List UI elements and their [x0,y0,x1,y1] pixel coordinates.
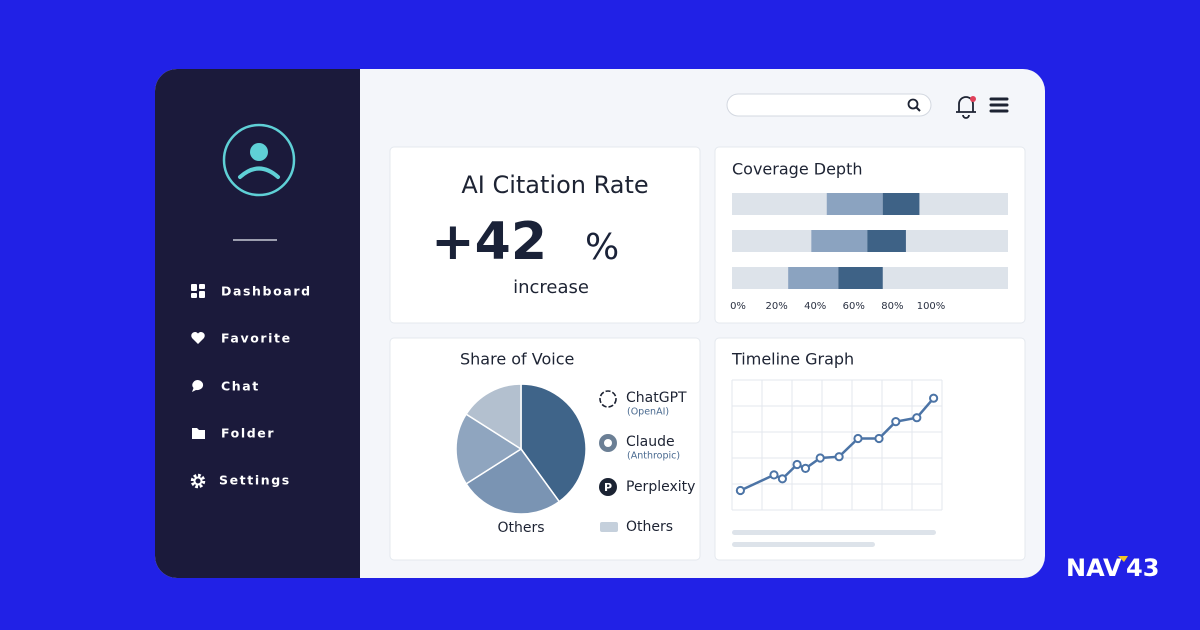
chart-title: Timeline Graph [731,350,854,369]
icon-dashboard [199,284,205,289]
point [891,417,901,427]
pie-slice [465,447,561,515]
bar-segment [867,230,906,252]
icon-folder [192,428,205,439]
legend-icon-claude [604,439,612,447]
bar-segment [826,193,883,215]
menu-item[interactable]: Settings [219,473,291,488]
menu-item[interactable]: Chat [221,379,260,394]
point [815,453,825,463]
pie-label: Others [497,520,544,536]
search-bar[interactable] [726,93,932,117]
pie-slice [465,383,522,451]
point [792,459,802,470]
x-tick-label: 100% [917,301,946,312]
point [874,433,884,444]
legend-icon-perplexity [599,478,617,496]
metric-title: AI Citation Rate [461,171,648,199]
bar-segment [838,267,883,289]
icon-dashboard [191,284,197,291]
bar-segment [811,230,868,252]
legend-icon-perplexity: P [604,481,612,494]
legend-icon-others [600,522,618,532]
icon-chat [192,380,204,392]
point [769,470,779,480]
menu-button[interactable] [989,97,1009,113]
avatar-body [238,166,280,179]
point [912,413,922,423]
menu-item[interactable]: Dashboard [221,284,312,299]
placeholder-line [732,530,936,535]
bell-icon[interactable] [956,96,976,119]
legend-label: ChatGPT [626,390,687,406]
icon-dashboard [199,291,205,298]
x-tick-label: 0% [730,301,746,312]
icon-dashboard [191,293,197,298]
bar-segment [788,267,839,289]
sidebar [155,69,360,578]
legend-note: (Anthropic) [627,451,680,462]
brand-mark [1118,556,1128,562]
legend-note: (OpenAI) [627,407,669,418]
brand-left: NAV [1066,554,1122,582]
metric-unit: % [585,227,619,268]
menu-icons [190,284,206,489]
point [853,433,863,444]
x-tick-label: 20% [765,301,787,312]
icon-favorite [191,331,205,344]
legend-icon-chatgpt [599,390,617,408]
icon-settings [190,473,206,489]
pie-slice [520,383,587,503]
metric-note: increase [513,277,589,298]
chart-title: Coverage Depth [732,160,862,179]
metric-value: +42 [431,212,547,272]
x-tick-label: 80% [881,301,903,312]
avatar[interactable] [222,123,296,197]
search-icon [915,106,921,112]
point [800,463,811,473]
notification-dot [970,96,976,102]
chart-title: Share of Voice [460,350,574,369]
avatar-head [250,143,268,161]
card [389,146,701,324]
menu-item[interactable]: Folder [221,426,275,441]
x-tick-label: 60% [843,301,865,312]
point [777,474,788,484]
legend-label: Perplexity [626,479,695,495]
placeholder-line [732,542,875,547]
pie-slice [455,413,523,485]
search-icon[interactable] [907,98,919,110]
legend-label: Claude [626,434,675,450]
brand-right: 43 [1126,554,1159,582]
x-tick-label: 40% [804,301,826,312]
point [834,452,844,462]
bar-segment [882,193,920,215]
menu-item[interactable]: Favorite [221,331,292,346]
icon-settings [193,476,203,486]
legend-label: Others [626,519,673,535]
point [929,393,939,403]
point [735,485,746,496]
